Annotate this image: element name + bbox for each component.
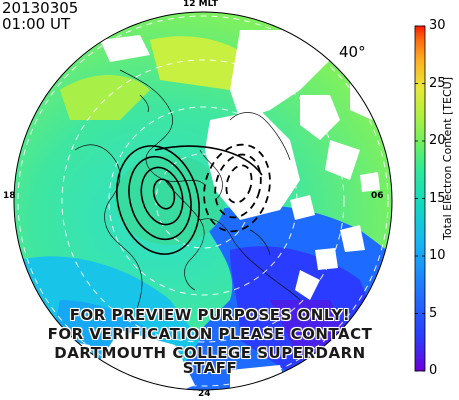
watermark-line-2: FOR VERIFICATION PLEASE CONTACT [47, 325, 373, 343]
mlt-label-bottom: 24 [198, 389, 211, 399]
convection-contours-dawn [203, 143, 271, 233]
disc-border [13, 11, 393, 391]
mlt-label-right: 06 [371, 191, 384, 201]
colorbar [414, 25, 426, 372]
latitude-label: 40° [339, 43, 366, 61]
time-label: 01:00 UT [2, 15, 71, 33]
colorbar-tick-label: 30 [429, 18, 446, 33]
watermark-line-3: DARTMOUTH COLLEGE SUPERDARN STAFF [54, 344, 366, 377]
convection-contours-dusk [116, 145, 263, 255]
colorbar-tick-label: 15 [429, 190, 446, 206]
coastlines [74, 69, 301, 316]
colorbar-tick-label: 0 [429, 363, 438, 378]
date-label: 20130305 [2, 0, 79, 17]
mlt-label-top: 12 MLT [183, 0, 218, 9]
colorbar-tick-label: 25 [429, 75, 446, 91]
colorbar-tick-marks [415, 25, 425, 372]
watermark-line-1: FOR PREVIEW PURPOSES ONLY! [69, 306, 351, 324]
mlt-label-left: 18 [3, 191, 16, 201]
colorbar-tick-label: 20 [429, 133, 446, 148]
colorbar-tick-label: 10 [429, 248, 446, 263]
colorbar-title: Total Electron Content [TECU] [441, 76, 454, 240]
colorbar-tick-label: 5 [429, 305, 438, 321]
